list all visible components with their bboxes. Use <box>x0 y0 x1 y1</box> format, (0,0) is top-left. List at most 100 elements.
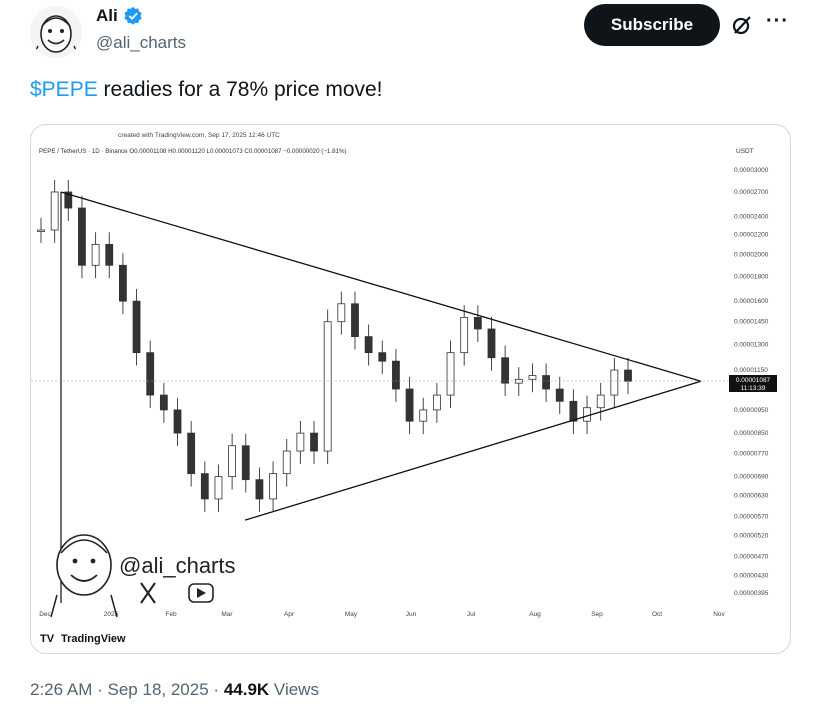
candle-body <box>146 352 155 396</box>
tweet-time[interactable]: 2:26 AM <box>30 680 93 699</box>
x-tick-label: 2025 <box>104 611 119 618</box>
candle-body <box>501 357 510 384</box>
cashtag-link[interactable]: $PEPE <box>30 78 98 101</box>
candle-body <box>473 317 482 330</box>
candle-body <box>187 432 196 475</box>
x-tick-label: Sep <box>591 611 603 618</box>
x-tick-label: Dec <box>39 611 51 618</box>
y-tick-label: 0.00000520 <box>734 533 769 540</box>
candle-body <box>583 407 591 422</box>
x-tick-label: Jun <box>406 611 417 618</box>
avatar[interactable] <box>30 6 82 58</box>
x-tick-label: Aug <box>529 611 541 618</box>
candle-body <box>446 352 455 396</box>
y-tick-label: 0.00001450 <box>734 319 769 326</box>
candle-body <box>555 388 564 402</box>
candle-body <box>132 300 141 354</box>
subscribe-button[interactable]: Subscribe <box>584 4 720 46</box>
candle-body <box>528 375 537 380</box>
y-tick-label: 0.00000950 <box>734 407 769 414</box>
tweet-body: readies for a 78% price move! <box>97 78 383 101</box>
candle-body <box>78 207 86 266</box>
candle-body <box>542 375 550 390</box>
tweet-text: $PEPE readies for a 78% price move! <box>30 78 383 102</box>
y-tick-label: 0.00003000 <box>734 167 769 174</box>
x-logo-icon <box>140 582 156 604</box>
candle-body <box>296 432 305 452</box>
y-tick-label: 0.00000570 <box>734 513 769 520</box>
y-tick-label: 0.00001800 <box>734 274 769 281</box>
candle-body <box>378 352 387 362</box>
display-name[interactable]: Ali <box>96 6 118 25</box>
candle-body <box>337 303 346 323</box>
y-tick-label: 0.00002200 <box>734 232 769 239</box>
tweet-media-chart[interactable]: created with TradingView.com, Sep 17, 20… <box>30 124 791 654</box>
candle-body <box>487 328 496 359</box>
candle-body <box>310 432 318 452</box>
x-tick-label: Oct <box>652 611 662 618</box>
x-tick-label: Feb <box>165 611 177 618</box>
x-tick-label: Mar <box>221 611 233 618</box>
cartoon-face-icon <box>33 15 79 55</box>
candle-body <box>228 445 237 478</box>
current-price-label: 0.00001087 <box>736 377 771 384</box>
x-tick-label: Nov <box>713 611 725 618</box>
candle-body <box>364 336 373 354</box>
x-tick-label: Apr <box>284 611 295 618</box>
candle-body <box>105 244 114 266</box>
candle-body <box>241 445 250 481</box>
current-price-box <box>729 375 777 392</box>
tradingview-logo: TV TradingView <box>40 633 126 645</box>
candle-body <box>159 394 168 411</box>
trendline <box>244 380 702 521</box>
candle-body <box>419 409 428 422</box>
y-tick-label: 0.00000630 <box>734 493 769 500</box>
candle-body <box>173 409 182 434</box>
candle-body <box>569 400 578 422</box>
author-name-row[interactable]: Ali <box>96 6 143 26</box>
author-handle[interactable]: @ali_charts <box>96 33 187 52</box>
x-tick-label: May <box>345 611 358 618</box>
countdown-label: 11:13:39 <box>741 385 766 392</box>
candle-body <box>596 394 605 409</box>
candle-body <box>91 244 100 266</box>
price-chart: created with TradingView.com, Sep 17, 20… <box>31 132 777 645</box>
tradingview-text: TradingView <box>61 633 126 645</box>
candle-body <box>405 388 414 422</box>
y-tick-label: 0.00000690 <box>734 474 769 481</box>
y-tick-label: 0.00000770 <box>734 451 769 458</box>
y-tick-label: 0.00002400 <box>734 214 769 221</box>
candle-body <box>200 473 209 500</box>
y-tick-label: 0.00000430 <box>734 572 769 579</box>
candle-body <box>610 369 619 396</box>
candle-body <box>323 321 332 452</box>
chart-header: created with TradingView.com, Sep 17, 20… <box>118 132 280 139</box>
chart-symbol-line: PEPE / TetherUS · 1D · Binance O0.000011… <box>39 148 347 155</box>
verified-badge-icon <box>124 6 142 25</box>
more-options-icon[interactable]: ··· <box>766 10 789 32</box>
svg-text:TV: TV <box>40 633 55 645</box>
tweet-date[interactable]: Sep 18, 2025 <box>107 680 209 699</box>
candle-body <box>392 360 400 390</box>
x-tick-label: Jul <box>467 611 476 618</box>
candle-body <box>460 317 469 354</box>
candle-body <box>37 229 45 232</box>
y-tick-label: 0.00001300 <box>734 341 769 348</box>
y-tick-label: 0.00000850 <box>734 430 769 437</box>
views-label: Views <box>273 680 319 699</box>
tweet-meta: 2:26 AM · Sep 18, 2025 · 44.9K Views <box>30 680 319 699</box>
watermark: @ali_charts <box>50 534 236 618</box>
candle-body <box>214 476 223 500</box>
candle-body <box>624 369 632 382</box>
candle-body <box>351 303 359 337</box>
grok-icon[interactable] <box>731 14 753 36</box>
candle-body <box>50 191 59 231</box>
trendline <box>60 191 702 382</box>
candle-body <box>255 479 264 500</box>
candle-body <box>119 264 127 302</box>
views-count: 44.9K <box>223 680 270 699</box>
y-tick-label: 0.00001150 <box>734 367 768 374</box>
currency-label: USDT <box>736 148 754 155</box>
watermark-handle: @ali_charts <box>119 553 236 578</box>
candle-body <box>64 191 73 209</box>
